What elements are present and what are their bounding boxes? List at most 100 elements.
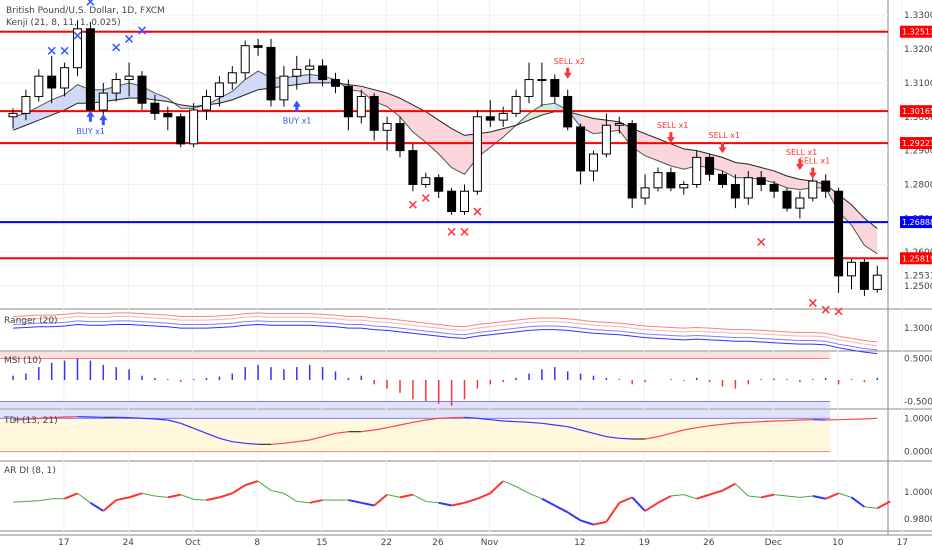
ranger-panel[interactable] xyxy=(12,312,878,355)
candle-body[interactable] xyxy=(601,124,611,155)
candle-body[interactable] xyxy=(47,75,57,89)
candle-body[interactable] xyxy=(808,180,818,199)
candle-body[interactable] xyxy=(447,190,457,213)
candle-body[interactable] xyxy=(189,109,199,145)
candle-body[interactable] xyxy=(756,177,766,185)
candle-body[interactable] xyxy=(550,79,560,97)
ardi-segment xyxy=(128,492,143,499)
msi-panel[interactable] xyxy=(0,352,879,408)
candle-body[interactable] xyxy=(395,123,405,152)
candle-body[interactable] xyxy=(124,75,134,81)
candle-body[interactable] xyxy=(834,190,844,277)
ardi-segment xyxy=(735,483,749,497)
tdi-segment xyxy=(748,421,762,423)
ardi-panel[interactable] xyxy=(12,480,891,526)
kenji-cloud-segment xyxy=(864,218,878,254)
candle-body[interactable] xyxy=(705,156,715,175)
candle-body[interactable] xyxy=(176,116,186,145)
ardi-segment xyxy=(25,500,39,502)
candle-body[interactable] xyxy=(421,177,431,185)
candle-body[interactable] xyxy=(279,75,289,101)
candle-body[interactable] xyxy=(472,116,482,192)
candle-body[interactable] xyxy=(576,126,586,172)
ardi-segment xyxy=(631,496,646,512)
candle-body[interactable] xyxy=(356,95,366,118)
candle-body[interactable] xyxy=(214,82,224,97)
candle-body[interactable] xyxy=(111,79,121,94)
x-marker-icon xyxy=(821,305,830,314)
candle-body[interactable] xyxy=(524,79,534,97)
candle-body[interactable] xyxy=(163,112,173,118)
candle-body[interactable] xyxy=(718,173,727,185)
candle-body[interactable] xyxy=(679,183,689,189)
tdi-segment xyxy=(309,436,323,441)
candle-body[interactable] xyxy=(743,177,753,199)
candle-body[interactable] xyxy=(382,123,392,131)
kenji-cloud-segment xyxy=(735,162,749,178)
candle-body[interactable] xyxy=(434,177,444,192)
ardi-segment xyxy=(141,492,156,497)
tdi-segment xyxy=(283,441,297,444)
candle-body[interactable] xyxy=(795,197,805,209)
candle-body[interactable] xyxy=(34,75,44,97)
candle-body[interactable] xyxy=(21,95,31,114)
candle-body[interactable] xyxy=(614,123,624,126)
candle-body[interactable] xyxy=(73,28,82,69)
candle-body[interactable] xyxy=(253,45,263,48)
candle-body[interactable] xyxy=(498,112,508,121)
ardi-segment xyxy=(567,511,582,522)
candle-body[interactable] xyxy=(821,180,831,192)
candle-body[interactable] xyxy=(305,65,315,70)
ardi-segment xyxy=(283,492,298,502)
candle-body[interactable] xyxy=(98,92,108,111)
candle-body[interactable] xyxy=(485,116,495,121)
candle-body[interactable] xyxy=(460,190,469,213)
ardi-segment xyxy=(683,494,697,500)
candle-body[interactable] xyxy=(782,190,792,209)
tdi-panel[interactable] xyxy=(0,410,878,453)
candle-body[interactable] xyxy=(292,68,302,77)
candle-body[interactable] xyxy=(563,95,573,128)
candle-body[interactable] xyxy=(640,187,650,199)
candle-body[interactable] xyxy=(847,261,856,277)
candle-body[interactable] xyxy=(137,75,147,104)
candle-body[interactable] xyxy=(227,72,237,84)
candle-body[interactable] xyxy=(653,172,663,189)
candle-body[interactable] xyxy=(666,172,676,189)
candle-body[interactable] xyxy=(318,65,328,81)
sell-arrow-icon xyxy=(808,167,817,179)
candle-body[interactable] xyxy=(369,95,379,131)
candle-body[interactable] xyxy=(150,102,160,114)
tdi-segment xyxy=(232,441,246,444)
sell-signal-label: SELL x1 xyxy=(657,121,688,130)
candle-body[interactable] xyxy=(627,123,637,199)
candle-body[interactable] xyxy=(331,79,340,87)
candle-body[interactable] xyxy=(859,261,869,290)
candle-body[interactable] xyxy=(692,156,702,185)
ardi-segment xyxy=(876,500,891,510)
candle-body[interactable] xyxy=(266,46,276,101)
candle-body[interactable] xyxy=(343,85,353,118)
kenji-cloud-segment xyxy=(658,138,671,166)
tdi-middle-band xyxy=(0,418,830,452)
candle-body[interactable] xyxy=(589,153,598,172)
candle-body[interactable] xyxy=(240,45,250,74)
candle-body[interactable] xyxy=(202,95,211,111)
ardi-segment xyxy=(219,492,233,499)
msi-upper-band xyxy=(0,352,830,359)
candle-body[interactable] xyxy=(730,183,740,199)
candle-body[interactable] xyxy=(511,95,521,114)
candle-body[interactable] xyxy=(769,183,779,192)
candle-body[interactable] xyxy=(85,28,95,111)
tdi-segment xyxy=(399,421,414,426)
candle-body[interactable] xyxy=(8,112,18,118)
candle-body[interactable] xyxy=(60,67,70,89)
ardi-segment xyxy=(348,499,362,504)
candle-body[interactable] xyxy=(408,150,418,185)
candle-body[interactable] xyxy=(537,79,547,82)
candle-body[interactable] xyxy=(872,274,882,290)
ardi-segment xyxy=(464,497,478,504)
